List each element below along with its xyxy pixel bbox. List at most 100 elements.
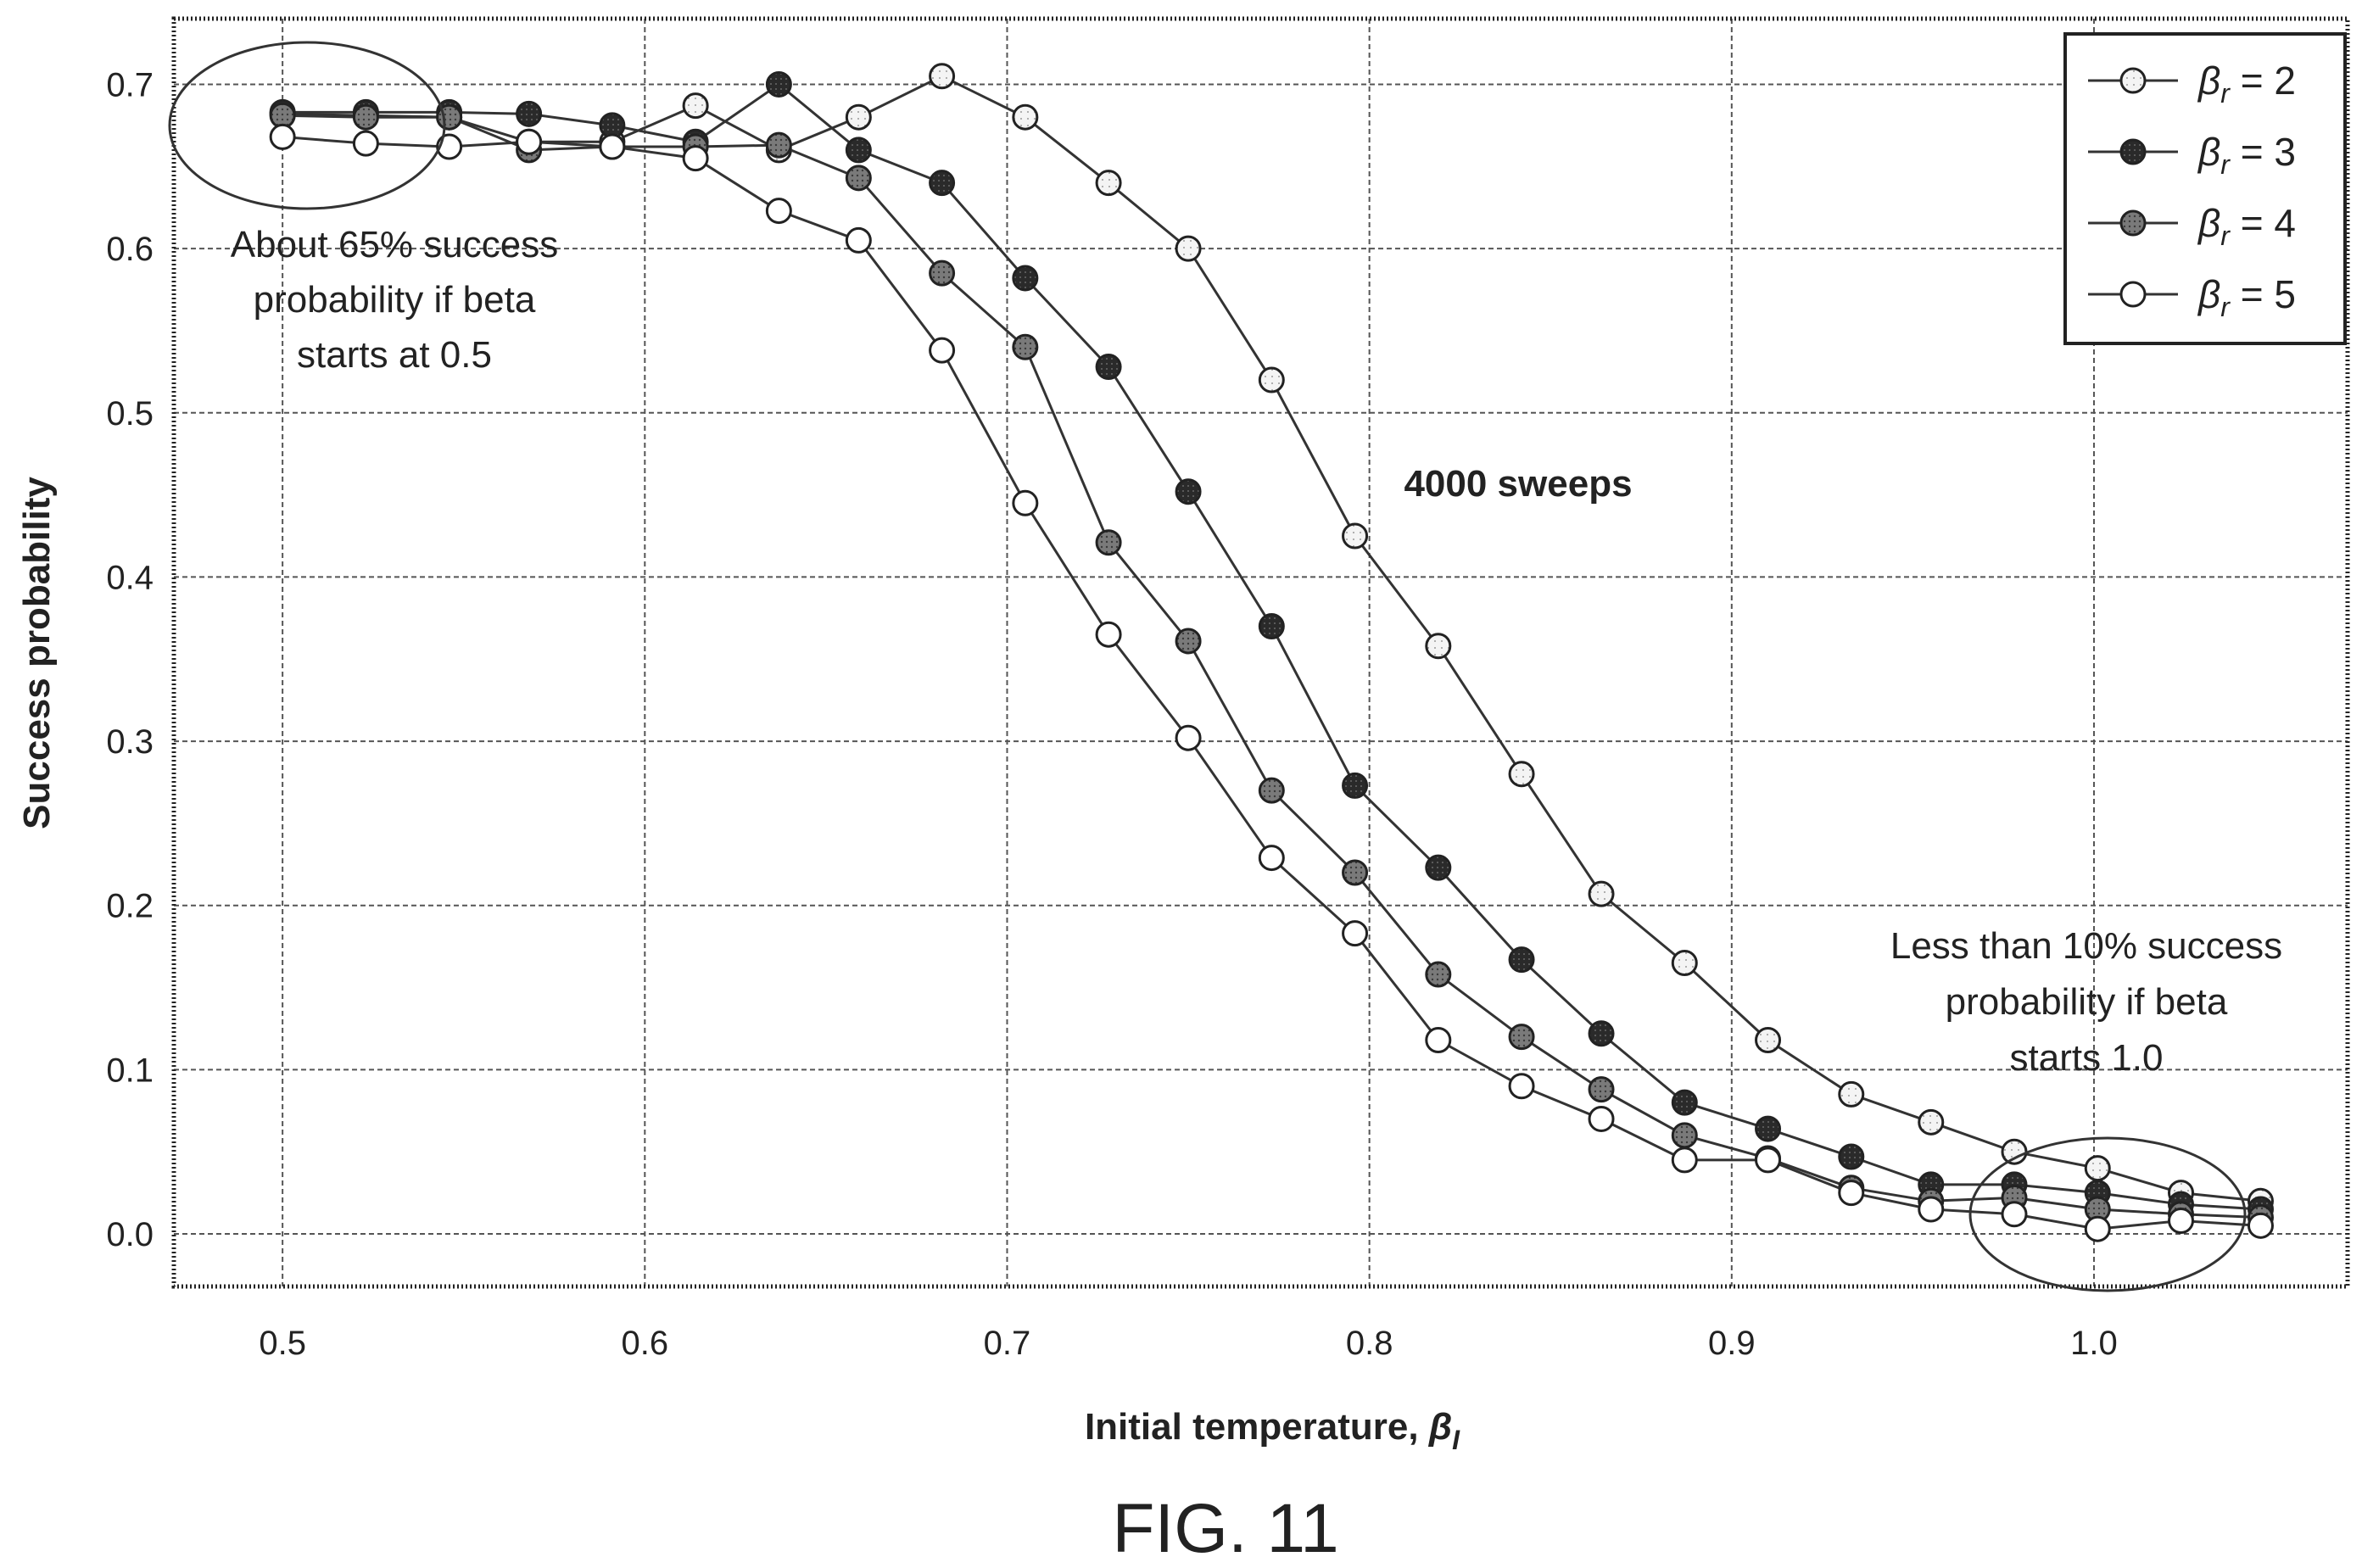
data-point — [845, 137, 872, 164]
legend-label-symbol: β — [2197, 59, 2220, 103]
series-5 — [269, 123, 2274, 1242]
legend-label-symbol: β — [2197, 272, 2220, 316]
legend-label-value: = 2 — [2230, 59, 2296, 103]
data-point — [682, 92, 709, 120]
annotation-ellipse-top-left — [168, 41, 446, 210]
data-point — [1671, 950, 1698, 977]
series-3 — [269, 70, 2274, 1223]
data-point — [1342, 920, 1369, 947]
legend-item: βr = 2 — [2088, 59, 2296, 109]
data-point — [1342, 859, 1369, 886]
data-point — [1095, 170, 1122, 197]
grid-layer — [174, 19, 2348, 1286]
x-tick-label: 0.9 — [1708, 1325, 1756, 1362]
x-tick-label: 0.6 — [622, 1325, 669, 1362]
annotation-ellipse-bottom-right — [1968, 1136, 2247, 1292]
data-point — [1588, 880, 1615, 907]
data-point — [1095, 354, 1122, 381]
data-point — [765, 131, 792, 159]
data-point — [1918, 1108, 1945, 1136]
legend-label: βr = 4 — [2197, 201, 2296, 251]
annotation-top-left-line1: About 65% success — [231, 224, 558, 265]
data-point — [1012, 265, 1039, 292]
data-point — [1342, 522, 1369, 550]
data-point — [1508, 761, 1535, 788]
data-point — [1425, 633, 1452, 660]
x-tick-label: 0.7 — [984, 1325, 1031, 1362]
legend-label-value: = 4 — [2230, 201, 2296, 245]
legend-label-value: = 5 — [2230, 272, 2296, 316]
series-line — [282, 114, 2261, 1219]
legend-item: βr = 5 — [2088, 272, 2296, 322]
x-axis-label-text: Initial temperature, — [1085, 1406, 1429, 1448]
legend-item: βr = 3 — [2088, 130, 2296, 180]
data-point — [352, 103, 379, 131]
annotation-top-left-line3: starts at 0.5 — [297, 334, 492, 376]
data-point — [1508, 946, 1535, 974]
data-point — [1588, 1020, 1615, 1047]
annotation-bottom-right-line2: probability if beta — [1946, 981, 2228, 1023]
x-tick-label: 0.8 — [1346, 1325, 1393, 1362]
data-point — [1671, 1089, 1698, 1116]
data-point — [765, 70, 792, 98]
y-tick-label: 0.0 — [106, 1216, 154, 1253]
data-point — [1012, 103, 1039, 131]
legend-box — [2063, 32, 2347, 345]
x-tick-label: 0.5 — [259, 1325, 306, 1362]
annotation-top-left-line2: probability if beta — [254, 279, 536, 321]
data-point — [1095, 529, 1122, 556]
data-point — [1012, 489, 1039, 516]
data-point — [516, 128, 543, 155]
data-point — [1838, 1080, 1865, 1108]
x-axis-label-subscript: I — [1452, 1425, 1460, 1455]
data-point — [1588, 1076, 1615, 1103]
y-tick-label: 0.6 — [106, 231, 154, 268]
annotation-bottom-right-line1: Less than 10% success — [1890, 925, 2282, 967]
data-point — [1258, 777, 1285, 804]
data-point — [929, 63, 956, 90]
data-point — [1508, 1073, 1535, 1100]
data-point — [1175, 478, 1202, 505]
legend-label-subscript: r — [2220, 220, 2231, 251]
series-line — [282, 82, 2261, 1211]
data-point — [1918, 1196, 1945, 1223]
data-point — [1671, 1147, 1698, 1174]
y-tick-labels: 0.0 0.1 0.2 0.3 0.4 0.5 0.6 0.7 — [106, 66, 154, 1253]
data-point — [2247, 1212, 2274, 1239]
data-point — [1342, 772, 1369, 799]
x-axis-label-symbol: β — [1428, 1406, 1452, 1448]
data-point — [1175, 235, 1202, 262]
legend-marker-swatch — [2119, 281, 2147, 308]
plot-frame — [171, 16, 2350, 1289]
legend-label-value: = 3 — [2230, 130, 2296, 174]
annotation-sweeps: 4000 sweeps — [1404, 463, 1632, 505]
data-point — [1258, 845, 1285, 872]
data-point — [352, 130, 379, 157]
y-tick-label: 0.1 — [106, 1052, 154, 1089]
data-point — [1425, 854, 1452, 881]
data-point — [765, 198, 792, 225]
y-tick-label: 0.4 — [106, 559, 154, 596]
data-point — [2168, 1208, 2195, 1235]
y-tick-label: 0.2 — [106, 888, 154, 925]
legend-label-symbol: β — [2197, 201, 2220, 245]
legend-label: βr = 3 — [2197, 130, 2296, 180]
legend-marker-swatch — [2119, 209, 2147, 237]
series-layer — [269, 63, 2274, 1242]
data-point — [1838, 1180, 1865, 1207]
data-point — [1012, 333, 1039, 360]
series-line — [282, 135, 2261, 1230]
data-point — [2001, 1138, 2028, 1165]
legend-label: βr = 2 — [2197, 59, 2296, 109]
data-point — [2084, 1215, 2111, 1242]
data-point — [1588, 1105, 1615, 1132]
data-point — [1755, 1027, 1782, 1054]
data-point — [1425, 1027, 1452, 1054]
legend-label: βr = 5 — [2197, 272, 2296, 322]
x-tick-label: 1.0 — [2070, 1325, 2118, 1362]
data-point — [1175, 628, 1202, 655]
y-tick-label: 0.7 — [106, 66, 154, 103]
data-point — [682, 145, 709, 172]
data-point — [2084, 1155, 2111, 1182]
